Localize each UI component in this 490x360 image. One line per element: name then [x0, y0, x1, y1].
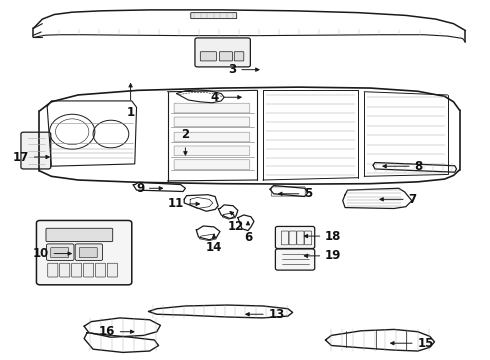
FancyBboxPatch shape [36, 220, 132, 285]
FancyBboxPatch shape [75, 244, 102, 260]
FancyBboxPatch shape [79, 248, 97, 258]
FancyBboxPatch shape [174, 117, 250, 127]
Text: 19: 19 [325, 249, 341, 262]
FancyBboxPatch shape [21, 132, 51, 169]
Text: 7: 7 [408, 193, 416, 206]
FancyBboxPatch shape [48, 263, 58, 277]
Text: 11: 11 [168, 197, 184, 210]
FancyBboxPatch shape [60, 263, 70, 277]
Text: 16: 16 [98, 325, 115, 338]
Text: 6: 6 [244, 230, 252, 244]
FancyBboxPatch shape [195, 38, 250, 67]
Text: 10: 10 [33, 247, 49, 260]
Text: 13: 13 [268, 308, 285, 321]
FancyBboxPatch shape [51, 248, 69, 258]
Text: 17: 17 [13, 150, 29, 163]
FancyBboxPatch shape [83, 263, 94, 277]
Text: 8: 8 [414, 160, 422, 173]
FancyBboxPatch shape [174, 103, 250, 113]
FancyBboxPatch shape [47, 244, 74, 260]
FancyBboxPatch shape [46, 228, 113, 242]
Text: 14: 14 [206, 241, 222, 254]
Text: 1: 1 [126, 107, 135, 120]
Text: 3: 3 [228, 63, 237, 76]
Text: 12: 12 [228, 220, 244, 233]
FancyBboxPatch shape [174, 132, 250, 142]
FancyBboxPatch shape [275, 249, 315, 270]
FancyBboxPatch shape [174, 160, 250, 170]
Text: 9: 9 [136, 182, 144, 195]
FancyBboxPatch shape [174, 146, 250, 156]
FancyBboxPatch shape [234, 52, 244, 61]
Text: 18: 18 [325, 230, 341, 243]
Text: 5: 5 [304, 187, 312, 200]
FancyBboxPatch shape [107, 263, 118, 277]
FancyBboxPatch shape [191, 13, 237, 19]
FancyBboxPatch shape [96, 263, 105, 277]
FancyBboxPatch shape [200, 52, 217, 61]
Text: 2: 2 [181, 129, 190, 141]
FancyBboxPatch shape [275, 226, 315, 248]
Text: 4: 4 [211, 91, 219, 104]
FancyBboxPatch shape [220, 52, 232, 61]
Text: 15: 15 [417, 337, 434, 350]
FancyBboxPatch shape [72, 263, 82, 277]
